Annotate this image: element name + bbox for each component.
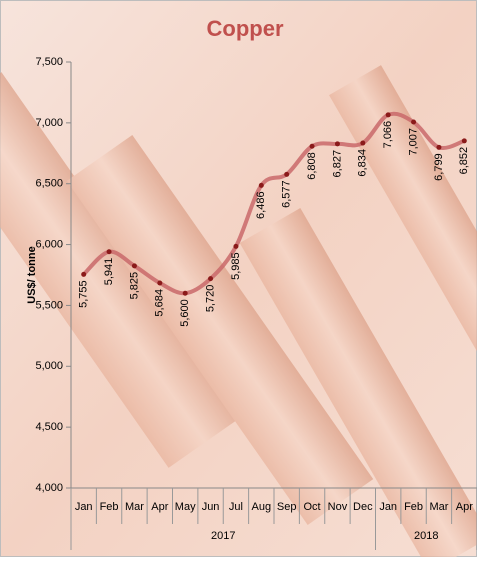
x-tick-label: Jan [75, 501, 93, 513]
x-tick-label: Jun [202, 501, 220, 513]
marker [309, 143, 315, 149]
marker [360, 140, 366, 146]
data-label: 6,827 [331, 150, 343, 178]
x-tick-label: Oct [304, 501, 321, 513]
y-tick-label: 6,000 [35, 238, 63, 250]
x-tick-label: Apr [151, 501, 168, 513]
data-label: 5,825 [128, 272, 140, 300]
x-tick-label: Mar [125, 501, 144, 513]
y-tick-label: 7,500 [35, 56, 63, 68]
background-image [0, 65, 477, 562]
marker [411, 119, 417, 125]
x-tick-label: Feb [404, 501, 423, 513]
data-label: 6,834 [357, 149, 369, 177]
data-label: 7,066 [382, 121, 394, 149]
y-tick-label: 5,000 [35, 360, 63, 372]
data-label: 5,684 [154, 289, 166, 317]
marker [258, 182, 264, 188]
x-tick-label: Feb [100, 501, 119, 513]
x-tick-label: Jan [379, 501, 397, 513]
chart-title: Copper [207, 16, 284, 41]
x-tick-label: Apr [456, 501, 473, 513]
marker [436, 144, 442, 150]
y-tick-label: 7,000 [35, 117, 63, 129]
data-label: 6,799 [433, 153, 445, 181]
group-label: 2018 [414, 530, 438, 542]
data-label: 5,941 [103, 258, 115, 286]
marker [284, 171, 290, 177]
x-tick-label: May [175, 501, 196, 513]
data-label: 5,720 [204, 285, 216, 313]
marker [131, 263, 137, 269]
marker [208, 276, 214, 282]
x-tick-label: Dec [353, 501, 373, 513]
y-tick-label: 4,000 [35, 482, 63, 494]
x-tick-label: Sep [277, 501, 297, 513]
marker [182, 290, 188, 296]
marker [334, 141, 340, 147]
y-tick-label: 6,500 [35, 178, 63, 190]
marker [81, 271, 87, 277]
x-tick-label: Mar [429, 501, 448, 513]
y-tick-label: 5,500 [35, 299, 63, 311]
group-label: 2017 [211, 530, 235, 542]
x-tick-label: Nov [328, 501, 348, 513]
y-axis-label: US$/ tonne [26, 246, 38, 303]
x-tick-label: Aug [252, 501, 272, 513]
data-label: 7,007 [407, 128, 419, 156]
x-tick-label: Jul [229, 501, 243, 513]
data-label: 6,852 [458, 147, 470, 175]
marker [106, 249, 112, 255]
data-label: 6,577 [281, 180, 293, 208]
marker [385, 112, 391, 118]
marker [461, 138, 467, 144]
data-label: 5,600 [179, 299, 191, 327]
line [82, 111, 465, 296]
data-label: 6,486 [255, 191, 267, 219]
marker [157, 280, 163, 286]
marker [233, 243, 239, 249]
data-label: 5,985 [230, 252, 242, 280]
y-tick-label: 4,500 [35, 421, 63, 433]
data-label: 5,755 [78, 280, 90, 308]
data-label: 6,808 [306, 152, 318, 180]
